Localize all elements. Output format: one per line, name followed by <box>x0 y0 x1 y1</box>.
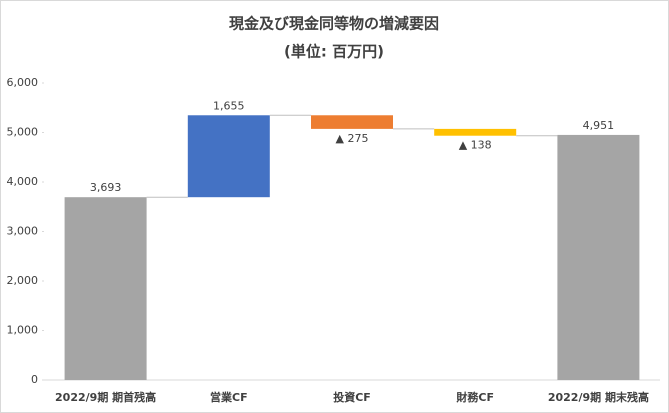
data-label: ▲ 275 <box>336 132 369 145</box>
data-label: 3,693 <box>90 181 122 194</box>
chart-title: 現金及び現金同等物の増減要因 <box>229 15 439 33</box>
y-tick-label: 1,000 <box>7 324 39 337</box>
data-label: ▲ 138 <box>459 139 492 152</box>
y-tick-label: 0 <box>31 373 38 386</box>
bar <box>434 128 517 136</box>
x-tick-label: 2022/9期 期首残高 <box>55 390 156 404</box>
x-tick-label: 営業CF <box>210 390 248 404</box>
x-tick-label: 投資CF <box>333 390 371 404</box>
y-tick-label: 4,000 <box>7 175 39 188</box>
x-tick-label: 財務CF <box>455 390 494 404</box>
y-tick-label: 5,000 <box>7 126 39 139</box>
data-label: 1,655 <box>213 99 245 112</box>
chart-subtitle: (単位: 百万円) <box>284 43 384 61</box>
y-tick-label: 2,000 <box>7 274 39 287</box>
bar <box>311 115 393 129</box>
data-label: 4,951 <box>583 119 615 132</box>
bar <box>557 134 640 380</box>
y-tick-label: 6,000 <box>7 76 39 89</box>
x-tick-label: 2022/9期 期末残高 <box>548 390 649 404</box>
bar <box>187 115 270 198</box>
y-tick-label: 3,000 <box>7 225 39 238</box>
bar <box>64 197 147 380</box>
